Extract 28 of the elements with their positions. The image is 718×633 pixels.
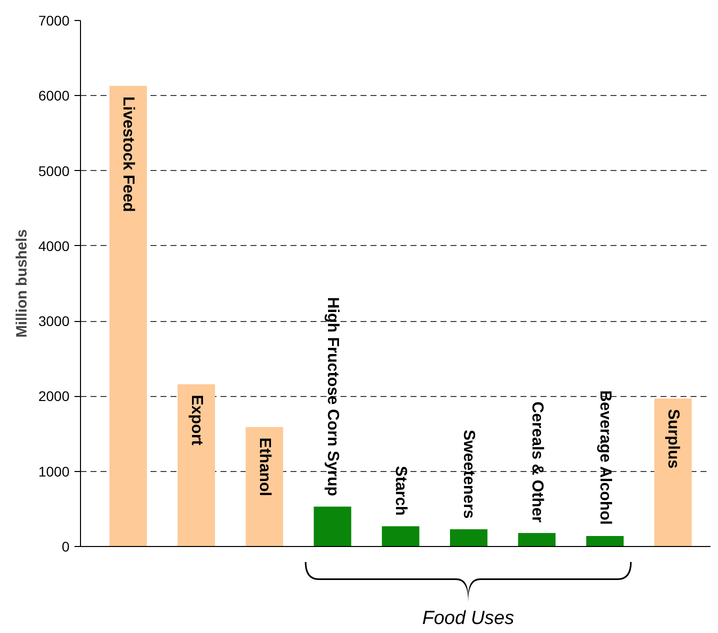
y-tick-label: 7000 (38, 12, 70, 28)
bar (109, 86, 147, 546)
bar (586, 536, 624, 546)
y-tick-label: 4000 (38, 238, 70, 254)
x-tick-label: Export (188, 394, 205, 446)
bar (382, 526, 420, 546)
x-tick-label: Starch (392, 466, 410, 516)
x-tick-label: Surplus (664, 408, 682, 469)
y-axis-title: Million bushels (13, 229, 30, 338)
bar (314, 506, 352, 546)
y-tick-label: 1000 (38, 463, 70, 480)
bar (178, 384, 216, 546)
x-tick-label: Livestock Feed (120, 96, 137, 212)
bar (246, 427, 284, 546)
y-tick-label: 3000 (38, 313, 70, 330)
y-tick-label: 6000 (38, 88, 70, 104)
x-tick-label: Beverage Alcohol (596, 390, 614, 525)
text: Food Uses (422, 608, 515, 629)
y-tick-label: 5000 (38, 162, 70, 179)
x-tick-label: Ethanol (256, 438, 273, 496)
bar (518, 532, 556, 546)
y-tick-label: 0 (62, 538, 70, 554)
bar (450, 529, 488, 546)
y-tick-label: 2000 (38, 388, 70, 404)
x-tick-label: High Fructose Corn Syrup (324, 297, 341, 496)
x-tick-label: Cereals & Other (528, 402, 546, 522)
bar (654, 398, 692, 546)
x-tick-label: Sweeteners (460, 430, 478, 519)
